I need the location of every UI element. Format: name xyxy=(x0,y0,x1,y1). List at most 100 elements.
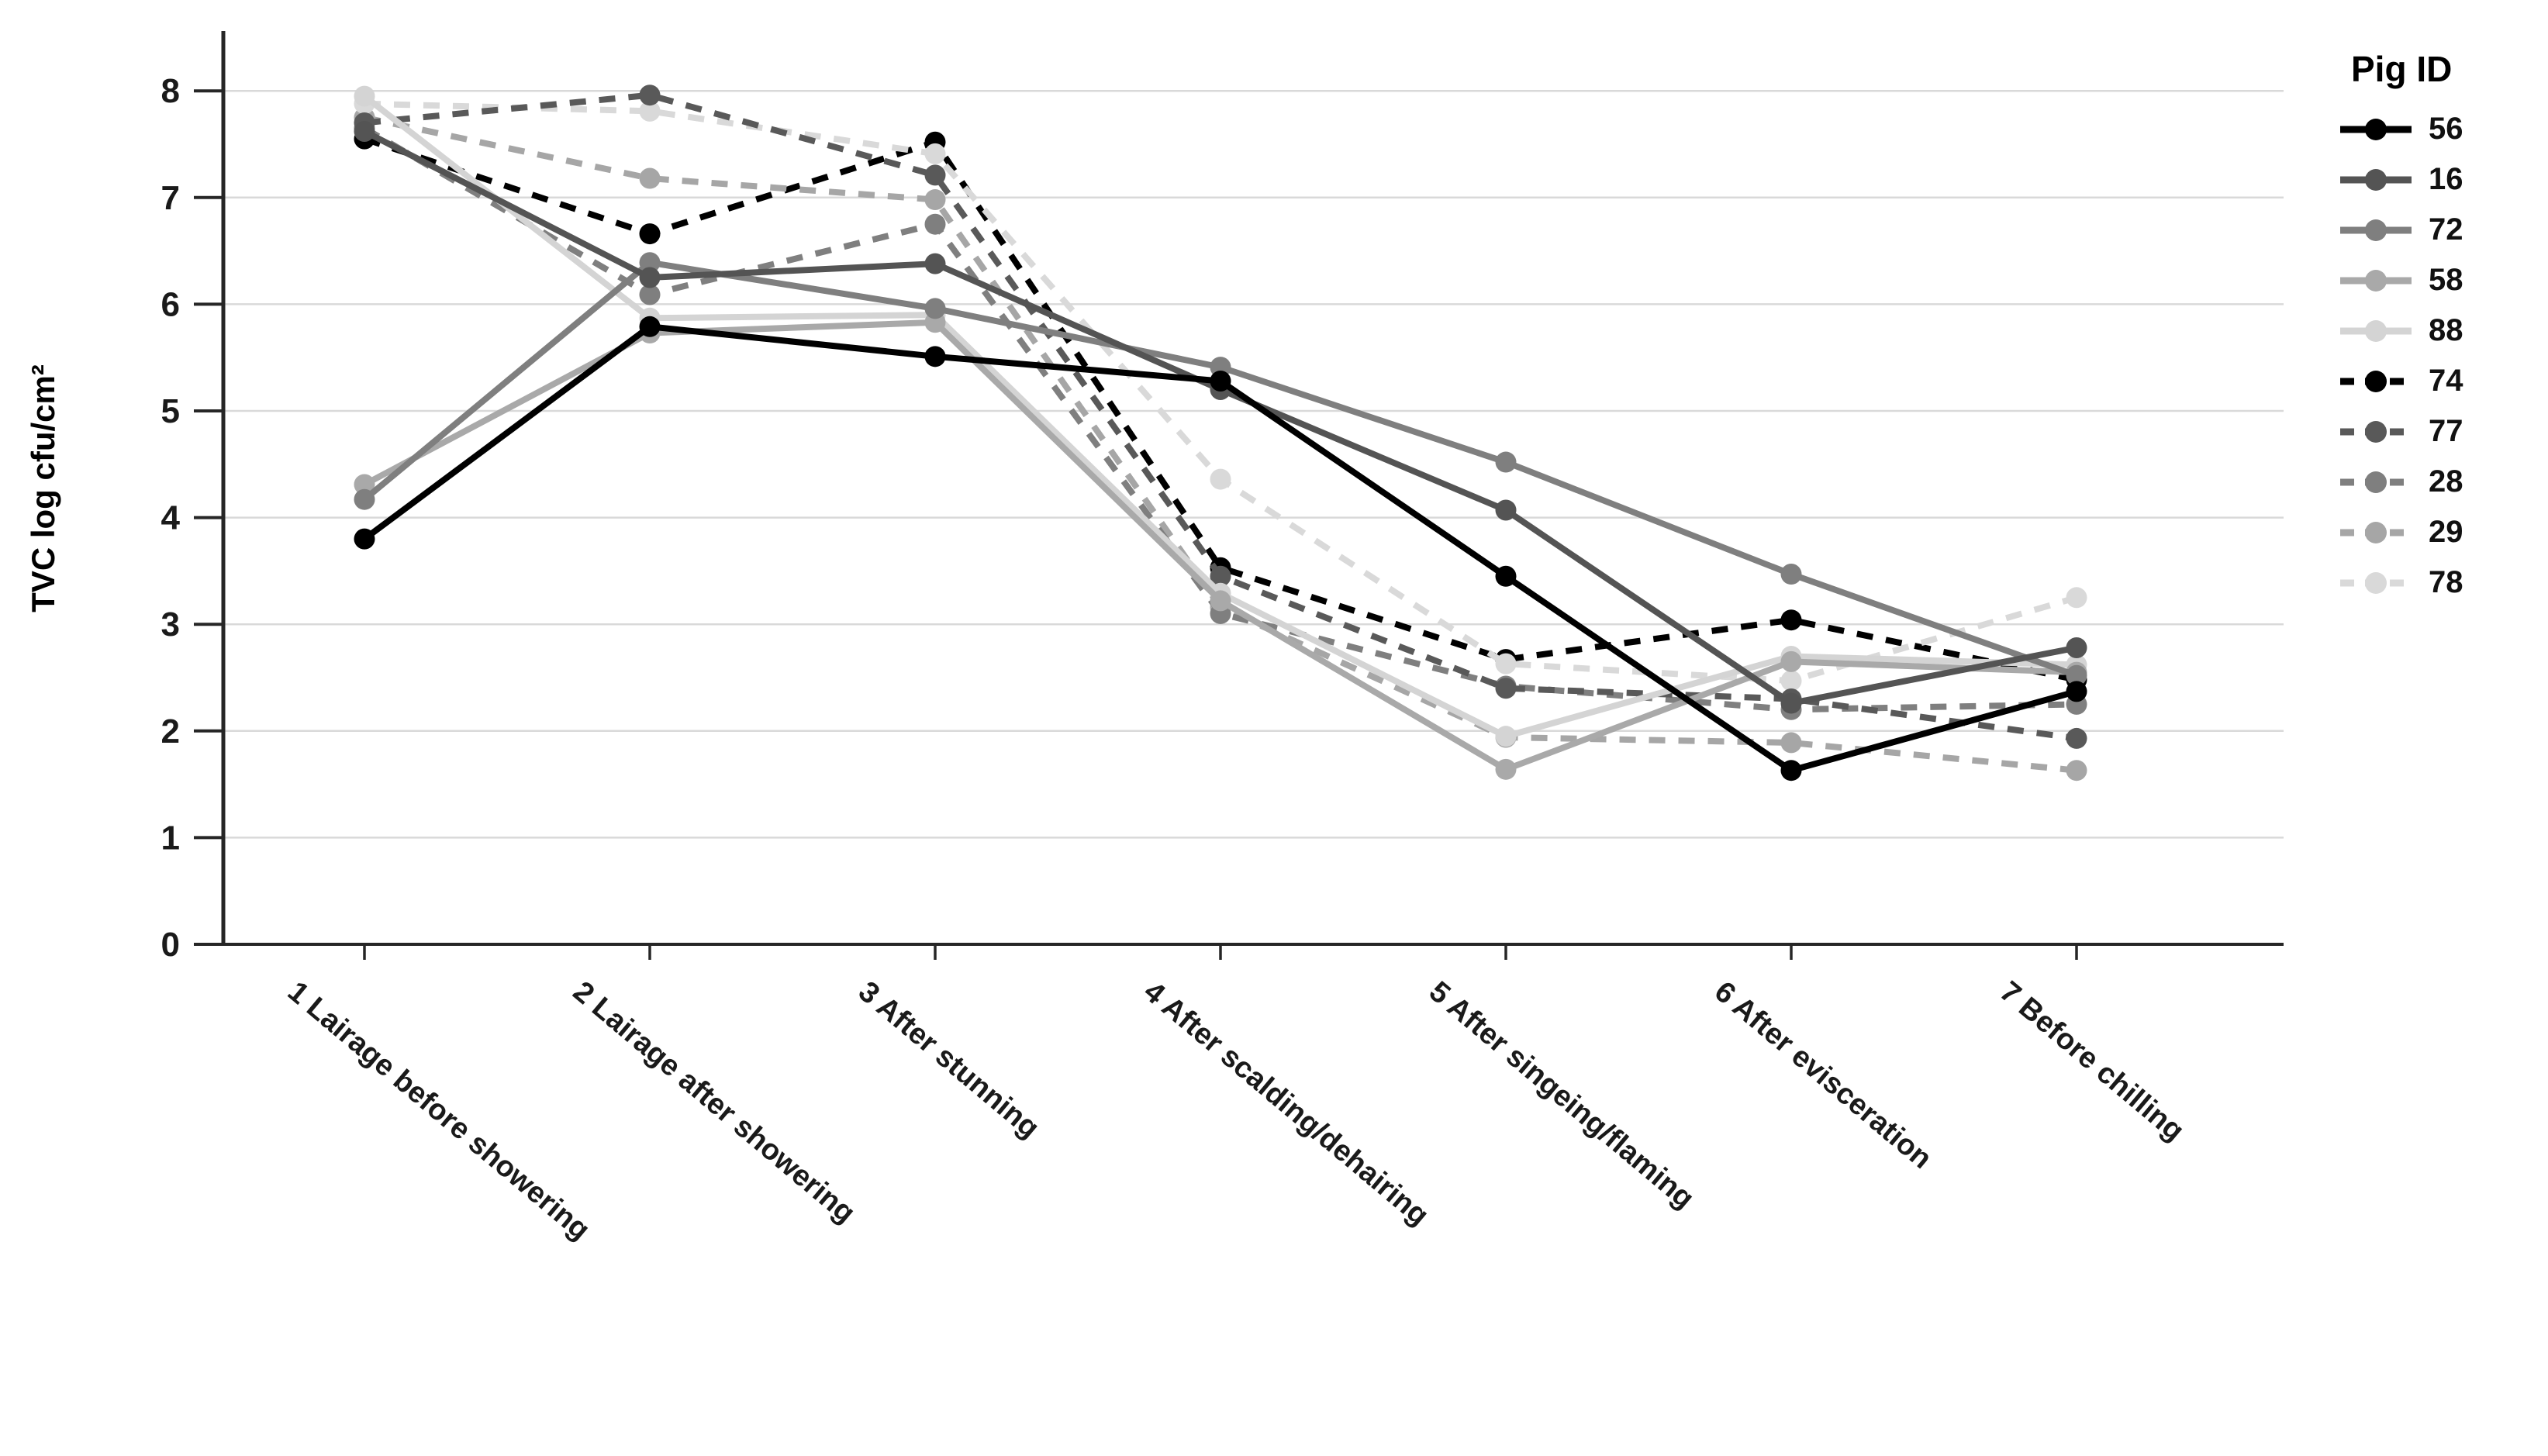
legend-item-28: 28 xyxy=(2340,457,2548,507)
data-point-16-1 xyxy=(354,120,375,142)
data-point-56-7 xyxy=(2066,681,2087,702)
legend-label-77: 77 xyxy=(2429,414,2463,448)
data-point-72-5 xyxy=(1495,451,1517,473)
legend-item-77: 77 xyxy=(2340,406,2548,457)
legend-item-16: 16 xyxy=(2340,154,2548,205)
legend-label-58: 58 xyxy=(2429,263,2463,297)
y-tick-label-5: 5 xyxy=(161,392,180,430)
legend-dot-58 xyxy=(2365,269,2387,292)
legend-label-78: 78 xyxy=(2429,565,2463,599)
legend-label-16: 16 xyxy=(2429,162,2463,196)
legend-item-58: 58 xyxy=(2340,255,2548,305)
legend-label-88: 88 xyxy=(2429,313,2463,347)
legend-label-29: 29 xyxy=(2429,515,2463,549)
data-point-77-3 xyxy=(924,164,946,186)
legend-marker-16 xyxy=(2340,168,2412,191)
legend-item-72: 72 xyxy=(2340,205,2548,255)
legend-items: 56 16 72 58 88 74 77 28 29 78 xyxy=(2340,104,2548,608)
legend-marker-77 xyxy=(2340,420,2412,443)
legend-title: Pig ID xyxy=(2351,49,2453,89)
data-point-77-5 xyxy=(1495,678,1517,699)
data-point-28-2 xyxy=(639,284,661,305)
data-point-28-3 xyxy=(924,213,946,235)
data-point-56-6 xyxy=(1780,760,1802,781)
legend-marker-58 xyxy=(2340,269,2412,292)
data-point-16-2 xyxy=(639,267,661,288)
legend-label-74: 74 xyxy=(2429,364,2463,398)
legend-marker-28 xyxy=(2340,471,2412,494)
y-tick-label-0: 0 xyxy=(161,926,180,964)
data-point-58-5 xyxy=(1495,758,1517,780)
data-point-72-6 xyxy=(1780,564,1802,585)
legend-item-88: 88 xyxy=(2340,305,2548,356)
legend-item-56: 56 xyxy=(2340,104,2548,154)
legend-marker-72 xyxy=(2340,219,2412,242)
legend-label-56: 56 xyxy=(2429,112,2463,146)
y-tick-label-8: 8 xyxy=(161,72,180,110)
legend-label-72: 72 xyxy=(2429,212,2463,247)
data-point-74-2 xyxy=(639,223,661,245)
legend-dot-29 xyxy=(2365,521,2387,543)
y-tick-label-7: 7 xyxy=(161,179,180,217)
data-point-56-3 xyxy=(924,346,946,367)
data-point-56-4 xyxy=(1210,370,1231,392)
legend-dot-28 xyxy=(2365,471,2387,493)
data-point-78-7 xyxy=(2066,587,2087,609)
legend-marker-74 xyxy=(2340,370,2412,393)
legend-dot-77 xyxy=(2365,420,2387,443)
legend-item-74: 74 xyxy=(2340,356,2548,406)
data-point-72-3 xyxy=(924,298,946,319)
data-point-72-7 xyxy=(2066,664,2087,686)
legend-dot-88 xyxy=(2365,319,2387,342)
legend-item-29: 29 xyxy=(2340,507,2548,557)
legend-marker-88 xyxy=(2340,319,2412,343)
data-point-29-7 xyxy=(2066,760,2087,781)
y-axis-title: TVC log cfu/cm² xyxy=(25,364,61,612)
legend-label-28: 28 xyxy=(2429,464,2463,499)
data-point-77-7 xyxy=(2066,727,2087,749)
data-point-78-6 xyxy=(1780,670,1802,692)
y-tick-label-4: 4 xyxy=(161,499,181,537)
legend-dot-56 xyxy=(2365,118,2387,140)
series-line-77 xyxy=(364,91,2077,742)
data-point-16-3 xyxy=(924,253,946,274)
legend: Pig ID 56 16 72 58 88 74 77 28 29 78 xyxy=(2340,48,2548,608)
data-point-88-1 xyxy=(354,85,375,107)
y-tick-label-6: 6 xyxy=(161,285,180,323)
data-point-58-4 xyxy=(1210,590,1231,612)
data-point-77-2 xyxy=(639,85,661,106)
data-point-78-2 xyxy=(639,100,661,122)
data-point-78-5 xyxy=(1495,653,1517,675)
data-point-78-3 xyxy=(924,143,946,164)
data-point-56-5 xyxy=(1495,565,1517,587)
y-tick-label-3: 3 xyxy=(161,606,180,643)
series-line-88 xyxy=(361,93,2080,740)
data-point-72-2 xyxy=(639,252,661,274)
data-point-29-6 xyxy=(1780,732,1802,754)
data-point-77-4 xyxy=(1210,565,1231,587)
y-tick-label-2: 2 xyxy=(161,712,180,750)
data-point-72-1 xyxy=(354,488,375,510)
data-point-16-7 xyxy=(2066,637,2087,658)
data-point-88-5 xyxy=(1495,726,1517,747)
y-tick-label-1: 1 xyxy=(161,819,180,857)
data-point-29-2 xyxy=(639,167,661,189)
legend-dot-78 xyxy=(2365,571,2387,594)
legend-marker-29 xyxy=(2340,521,2412,544)
legend-dot-16 xyxy=(2365,168,2387,191)
data-point-58-6 xyxy=(1780,650,1802,672)
legend-item-78: 78 xyxy=(2340,557,2548,608)
data-point-74-6 xyxy=(1780,609,1802,631)
legend-dot-72 xyxy=(2365,219,2387,241)
data-point-29-3 xyxy=(924,189,946,211)
data-point-78-4 xyxy=(1210,468,1231,490)
legend-marker-56 xyxy=(2340,118,2412,141)
data-point-58-1 xyxy=(354,474,375,495)
legend-marker-78 xyxy=(2340,571,2412,595)
data-point-16-6 xyxy=(1780,692,1802,714)
data-point-16-5 xyxy=(1495,499,1517,521)
data-point-56-1 xyxy=(354,528,375,550)
legend-dot-74 xyxy=(2365,370,2387,392)
